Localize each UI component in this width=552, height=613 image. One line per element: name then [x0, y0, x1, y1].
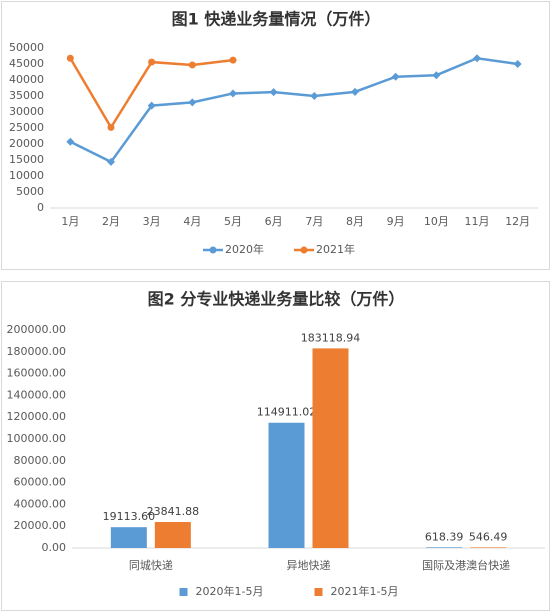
legend-label: 2020年1-5月: [196, 584, 264, 598]
y-tick-label: 50000: [9, 41, 44, 54]
y-tick-label: 180000.00: [7, 345, 67, 358]
marker: [107, 157, 115, 166]
marker: [229, 89, 237, 98]
legend-swatch: [314, 588, 323, 596]
y-tick-label: 25000: [9, 121, 44, 134]
marker: [107, 123, 115, 131]
marker: [66, 137, 75, 146]
marker: [66, 54, 74, 62]
legend-swatch: [209, 246, 217, 254]
x-tick-label: 同城快递: [129, 558, 173, 572]
marker: [391, 72, 400, 81]
marker: [351, 87, 359, 96]
data-label: 183118.94: [301, 331, 361, 344]
x-tick-label: 12月: [505, 215, 530, 228]
marker: [147, 101, 156, 110]
marker: [432, 71, 441, 80]
marker: [229, 56, 237, 64]
y-tick-label: 80000.00: [14, 454, 67, 467]
marker: [473, 54, 481, 63]
x-tick-label: 2月: [102, 215, 120, 228]
marker: [188, 98, 197, 107]
legend-swatch: [179, 588, 188, 596]
y-tick-label: 100000.00: [7, 432, 67, 445]
marker: [269, 88, 278, 97]
legend-swatch: [300, 246, 308, 254]
data-label: 23841.88: [147, 505, 200, 518]
y-tick-label: 140000.00: [7, 388, 67, 401]
y-tick-label: 20000: [9, 137, 44, 150]
marker: [188, 61, 196, 69]
y-tick-label: 45000: [9, 57, 44, 70]
legend-label: 2021年: [316, 242, 355, 256]
x-tick-label: 9月: [387, 215, 405, 228]
x-tick-label: 异地快递: [287, 558, 331, 572]
y-tick-label: 120000.00: [7, 410, 67, 423]
chart-title: 图2 分专业快递业务量比较（万件）: [148, 290, 405, 309]
y-tick-label: 200000.00: [7, 323, 67, 336]
x-tick-label: 国际及港澳台快递: [422, 558, 510, 572]
data-label: 546.49: [469, 530, 508, 543]
chart-frame: [1, 1, 550, 270]
x-tick-label: 5月: [224, 215, 242, 228]
marker: [513, 60, 522, 68]
x-tick-label: 7月: [305, 215, 323, 228]
legend-label: 2020年: [225, 242, 264, 256]
x-tick-label: 10月: [424, 215, 449, 228]
y-tick-label: 10000: [9, 169, 44, 182]
y-tick-label: 40000.00: [14, 497, 67, 510]
bar: [470, 547, 507, 548]
data-label: 114911.02: [257, 406, 317, 419]
marker: [148, 58, 156, 66]
y-tick-label: 20000.00: [14, 519, 67, 532]
x-tick-label: 6月: [265, 215, 283, 228]
y-tick-label: 30000: [9, 105, 44, 118]
y-tick-label: 5000: [16, 185, 44, 198]
bar: [154, 522, 191, 548]
x-tick-label: 3月: [143, 215, 161, 228]
bar: [110, 527, 147, 548]
bar: [312, 348, 349, 548]
legend-label: 2021年1-5月: [331, 584, 399, 598]
bar: [426, 547, 463, 548]
data-label: 19113.60: [103, 510, 156, 523]
chart-title: 图1 快递业务量情况（万件）: [172, 10, 381, 29]
x-tick-label: 1月: [61, 215, 79, 228]
y-tick-label: 15000: [9, 153, 44, 166]
x-tick-label: 4月: [183, 215, 201, 228]
line: [69, 56, 518, 164]
y-tick-label: 0.00: [42, 541, 67, 554]
data-label: 618.39: [425, 530, 464, 543]
y-tick-label: 0: [37, 201, 44, 214]
bar: [268, 422, 305, 548]
marker: [310, 92, 319, 100]
y-tick-label: 160000.00: [7, 367, 67, 380]
x-tick-label: 11月: [465, 215, 490, 228]
x-tick-label: 8月: [346, 215, 364, 228]
y-tick-label: 40000: [9, 73, 44, 86]
y-tick-label: 35000: [9, 89, 44, 102]
y-tick-label: 60000.00: [14, 476, 67, 489]
